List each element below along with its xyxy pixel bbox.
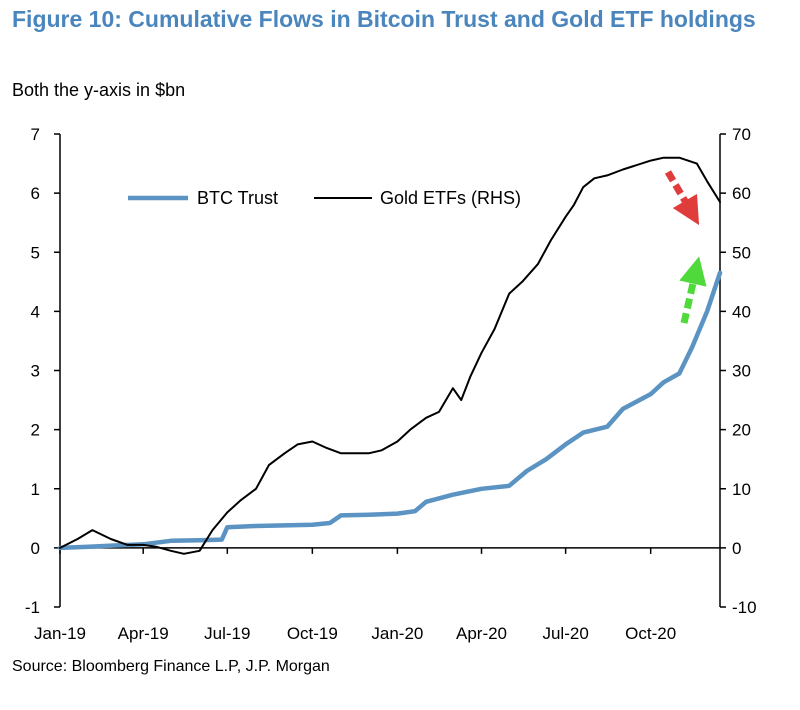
left-tick-label: 0 xyxy=(31,539,40,558)
left-tick-label: -1 xyxy=(25,598,40,617)
left-tick-label: 1 xyxy=(31,480,40,499)
right-tick-label: 10 xyxy=(732,480,751,499)
left-tick-label: 4 xyxy=(31,302,40,321)
legend-label-gold: Gold ETFs (RHS) xyxy=(380,188,521,208)
right-tick-label: 0 xyxy=(732,539,741,558)
x-tick-label: Oct-20 xyxy=(625,624,676,643)
x-tick-label: Jan-20 xyxy=(371,624,423,643)
gold-etf-line xyxy=(59,156,721,555)
right-tick-label: 40 xyxy=(732,302,751,321)
left-tick-label: 5 xyxy=(31,243,40,262)
x-tick-label: Apr-20 xyxy=(456,624,507,643)
x-tick-label: Oct-19 xyxy=(287,624,338,643)
x-tick-label: Jul-20 xyxy=(542,624,588,643)
up-trend-arrow xyxy=(679,256,707,324)
btc-trust-line xyxy=(57,270,723,551)
right-tick-label: 50 xyxy=(732,243,751,262)
right-tick-label: 60 xyxy=(732,184,751,203)
right-tick-label: -10 xyxy=(732,598,757,617)
right-tick-label: 30 xyxy=(732,362,751,381)
left-tick-label: 7 xyxy=(31,125,40,144)
legend-label-btc: BTC Trust xyxy=(197,188,278,208)
x-tick-label: Jul-19 xyxy=(204,624,250,643)
x-tick-label: Jan-19 xyxy=(34,624,86,643)
left-tick-label: 3 xyxy=(31,362,40,381)
down-trend-arrow xyxy=(664,170,700,226)
left-tick-label: 6 xyxy=(31,184,40,203)
right-tick-label: 20 xyxy=(732,421,751,440)
source-note: Source: Bloomberg Finance L.P, J.P. Morg… xyxy=(12,658,330,675)
x-tick-label: Apr-19 xyxy=(118,624,169,643)
chart-title: Figure 10: Cumulative Flows in Bitcoin T… xyxy=(12,6,756,32)
right-tick-label: 70 xyxy=(732,125,751,144)
chart-subtitle: Both the y-axis in $bn xyxy=(12,80,186,100)
left-tick-label: 2 xyxy=(31,421,40,440)
